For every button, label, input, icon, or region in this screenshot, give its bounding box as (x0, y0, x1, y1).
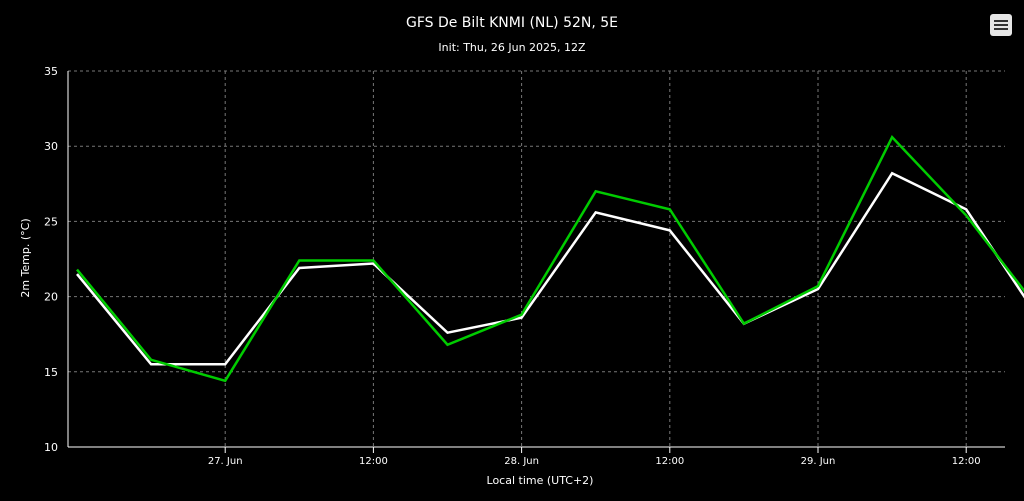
x-tick-label: 12:00 (655, 456, 684, 467)
axes (67, 71, 1005, 453)
x-tick-label: 12:00 (359, 456, 388, 467)
hamburger-menu-icon[interactable] (990, 14, 1012, 36)
series-line-1 (76, 135, 1024, 383)
y-tick-label: 10 (44, 441, 58, 454)
x-tick-label: 29. Jun (801, 456, 836, 467)
y-tick-label: 25 (44, 215, 58, 228)
tick-labels: 10 15 20 25 30 35 27. Jun 12:00 28. Jun 12:00 29. … (44, 65, 981, 467)
y-tick-label: 35 (44, 65, 58, 78)
chart-title: GFS De Bilt KNMI (NL) 52N, 5E (406, 15, 618, 31)
chart-subtitle: Init: Thu, 26 Jun 2025, 12Z (438, 41, 586, 54)
x-tick-label: 28. Jun (504, 456, 539, 467)
x-tick-label: 27. Jun (208, 456, 243, 467)
gridlines (68, 70, 1005, 447)
y-tick-label: 15 (44, 366, 58, 379)
series-line-0 (76, 171, 1024, 366)
y-axis-title: 2m Temp. (°C) (19, 218, 32, 297)
y-tick-label: 30 (44, 140, 58, 153)
y-tick-label: 20 (44, 291, 58, 304)
series-group (76, 135, 1024, 383)
x-axis-title: Local time (UTC+2) (487, 474, 594, 487)
x-tick-label: 12:00 (952, 456, 981, 467)
